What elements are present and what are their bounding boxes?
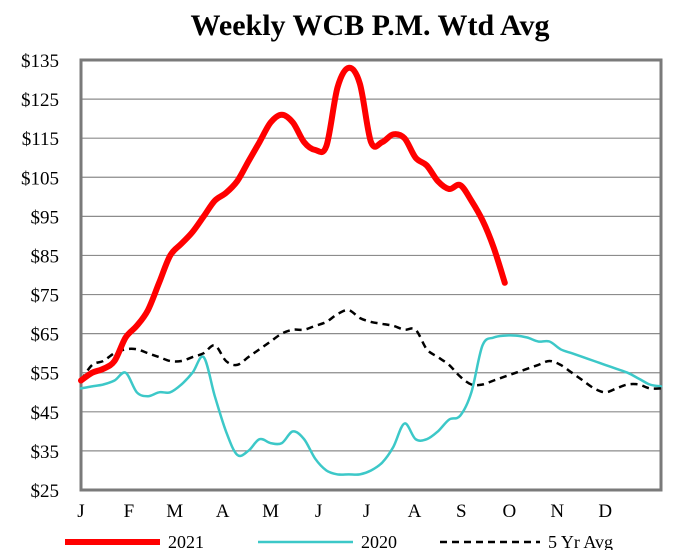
x-tick-label: N [550,501,564,522]
y-tick-label: $75 [31,286,60,307]
legend-label-5-yr-avg: 5 Yr Avg [548,532,613,550]
x-tick-label: J [77,501,84,522]
y-tick-label: $95 [31,207,60,228]
x-tick-label: A [216,501,230,522]
x-tick-label: M [262,501,279,522]
legend: 2021 2020 5 Yr Avg [65,532,613,550]
y-tick-label: $135 [21,51,59,72]
x-tick-label: S [456,501,467,522]
x-tick-label: D [598,501,612,522]
y-tick-label: $25 [31,481,60,502]
y-tick-label: $35 [31,442,60,463]
legend-label-2021: 2021 [168,532,204,550]
x-tick-label: O [502,501,516,522]
x-tick-label: M [166,501,183,522]
x-tick-label: J [315,501,322,522]
chart-title: Weekly WCB P.M. Wtd Avg [191,9,550,42]
plot-frame [79,58,663,492]
series-lines [78,64,663,476]
series-line-2020 [79,334,663,476]
y-tick-label: $65 [31,325,60,346]
y-tick-label: $85 [31,246,60,267]
y-tick-label: $105 [21,168,59,189]
y-tick-label: $125 [21,90,59,111]
y-axis-tick-labels: $25 $35 $45 $55 $65 $75 $85 $95 $105 $115 $125 $135 [21,51,59,502]
legend-label-2020: 2020 [361,532,397,550]
grid [81,98,661,452]
y-tick-label: $55 [31,364,60,385]
x-tick-label: F [124,501,135,522]
y-tick-label: $45 [31,403,60,424]
x-tick-label: A [408,501,422,522]
series-line-5-yr-avg [79,308,662,394]
series-line-2021 [78,64,508,384]
x-tick-label: J [363,501,370,522]
y-tick-label: $115 [22,129,59,150]
